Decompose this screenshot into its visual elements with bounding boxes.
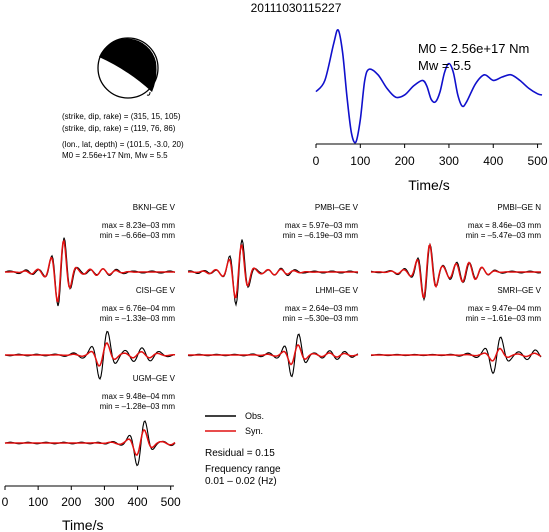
synthetic-waveform bbox=[5, 239, 175, 303]
stf-x-tick-label: 200 bbox=[395, 154, 415, 168]
frequency-range-title: Frequency range bbox=[205, 464, 281, 475]
synthetic-waveform bbox=[188, 343, 359, 366]
stf-x-tick-label: 300 bbox=[439, 154, 459, 168]
bottom-x-tick-label: 500 bbox=[161, 495, 181, 509]
stf-x-tick-label: 0 bbox=[313, 154, 320, 168]
station-name: UGM–GE V bbox=[133, 374, 176, 383]
stf-x-tick-label: 100 bbox=[350, 154, 370, 168]
stf-chart: 0 100 200 300 400 500 Time/s M0 = 2.56e+17 Nm… bbox=[313, 29, 548, 193]
synthetic-waveform bbox=[5, 428, 176, 456]
station-min: min = –5.47e–03 mm bbox=[466, 231, 542, 240]
legend: Obs. Syn. Residual = 0.15 Frequency rang… bbox=[205, 411, 281, 487]
bottom-x-label: Time/s bbox=[62, 517, 103, 532]
residual-text: Residual = 0.15 bbox=[205, 448, 275, 459]
focal-moment-text: M0 = 2.56e+17 Nm, Mw = 5.5 bbox=[62, 151, 168, 160]
legend-syn-label: Syn. bbox=[245, 426, 263, 436]
station-min: min = –5.30e–03 mm bbox=[283, 314, 359, 323]
stf-x-ticks: 0 100 200 300 400 500 bbox=[313, 144, 548, 168]
station-max: max = 9.47e–04 mm bbox=[468, 304, 541, 313]
station-name: PMBI–GE N bbox=[497, 203, 541, 212]
station-min: min = –6.66e–03 mm bbox=[100, 231, 176, 240]
focal-location-text: (lon., lat, depth) = (101.5, -3.0, 20) bbox=[62, 140, 184, 149]
synthetic-waveform bbox=[5, 342, 175, 367]
station-min: min = –1.28e–03 mm bbox=[100, 402, 176, 411]
station-max: max = 6.76e–04 mm bbox=[102, 304, 175, 313]
stf-x-tick-label: 400 bbox=[483, 154, 503, 168]
stf-mw-text: Mw = 5.5 bbox=[418, 58, 471, 73]
stf-series-line bbox=[315, 29, 543, 144]
synthetic-waveform bbox=[188, 244, 358, 299]
bottom-x-tick-label: 100 bbox=[28, 495, 48, 509]
stf-x-tick-label: 500 bbox=[528, 154, 548, 168]
bottom-x-tick-label: 300 bbox=[94, 495, 114, 509]
station-min: min = –6.19e–03 mm bbox=[283, 231, 359, 240]
focal-mechanism-beachball bbox=[97, 37, 159, 99]
station-max: max = 5.97e–03 mm bbox=[285, 221, 358, 230]
station-max: max = 8.23e–03 mm bbox=[102, 221, 175, 230]
station-name: BKNI–GE V bbox=[133, 203, 176, 212]
station-name: CISI–GE V bbox=[136, 286, 176, 295]
bottom-x-tick-label: 400 bbox=[128, 495, 148, 509]
bottom-x-tick-label: 0 bbox=[2, 495, 9, 509]
station-max: max = 9.48e–04 mm bbox=[102, 392, 175, 401]
station-name: SMRI–GE V bbox=[497, 286, 541, 295]
bottom-x-tick-label: 200 bbox=[61, 495, 81, 509]
station-max: max = 2.64e–03 mm bbox=[285, 304, 358, 313]
bottom-time-axis: 0 100 200 300 400 500 Time/s bbox=[2, 485, 181, 532]
legend-obs-label: Obs. bbox=[245, 411, 264, 421]
stf-x-label: Time/s bbox=[408, 177, 449, 193]
station-min: min = –1.61e–03 mm bbox=[466, 314, 542, 323]
stf-m0-text: M0 = 2.56e+17 Nm bbox=[418, 41, 529, 56]
station-name: PMBI–GE V bbox=[315, 203, 359, 212]
frequency-range-value: 0.01 – 0.02 (Hz) bbox=[205, 476, 277, 487]
synthetic-waveform bbox=[371, 243, 541, 299]
station-min: min = –1.33e–03 mm bbox=[100, 314, 176, 323]
station-max: max = 8.46e–03 mm bbox=[468, 221, 541, 230]
figure-title: 20111030115227 bbox=[251, 1, 342, 15]
synthetic-waveform bbox=[371, 347, 542, 362]
focal-plane1-text: (strike, dip, rake) = (315, 15, 105) bbox=[62, 112, 181, 121]
station-name: LHMI–GE V bbox=[315, 286, 358, 295]
bottom-x-ticks: 0 100 200 300 400 500 bbox=[2, 486, 181, 509]
focal-plane2-text: (strike, dip, rake) = (119, 76, 86) bbox=[62, 124, 176, 133]
